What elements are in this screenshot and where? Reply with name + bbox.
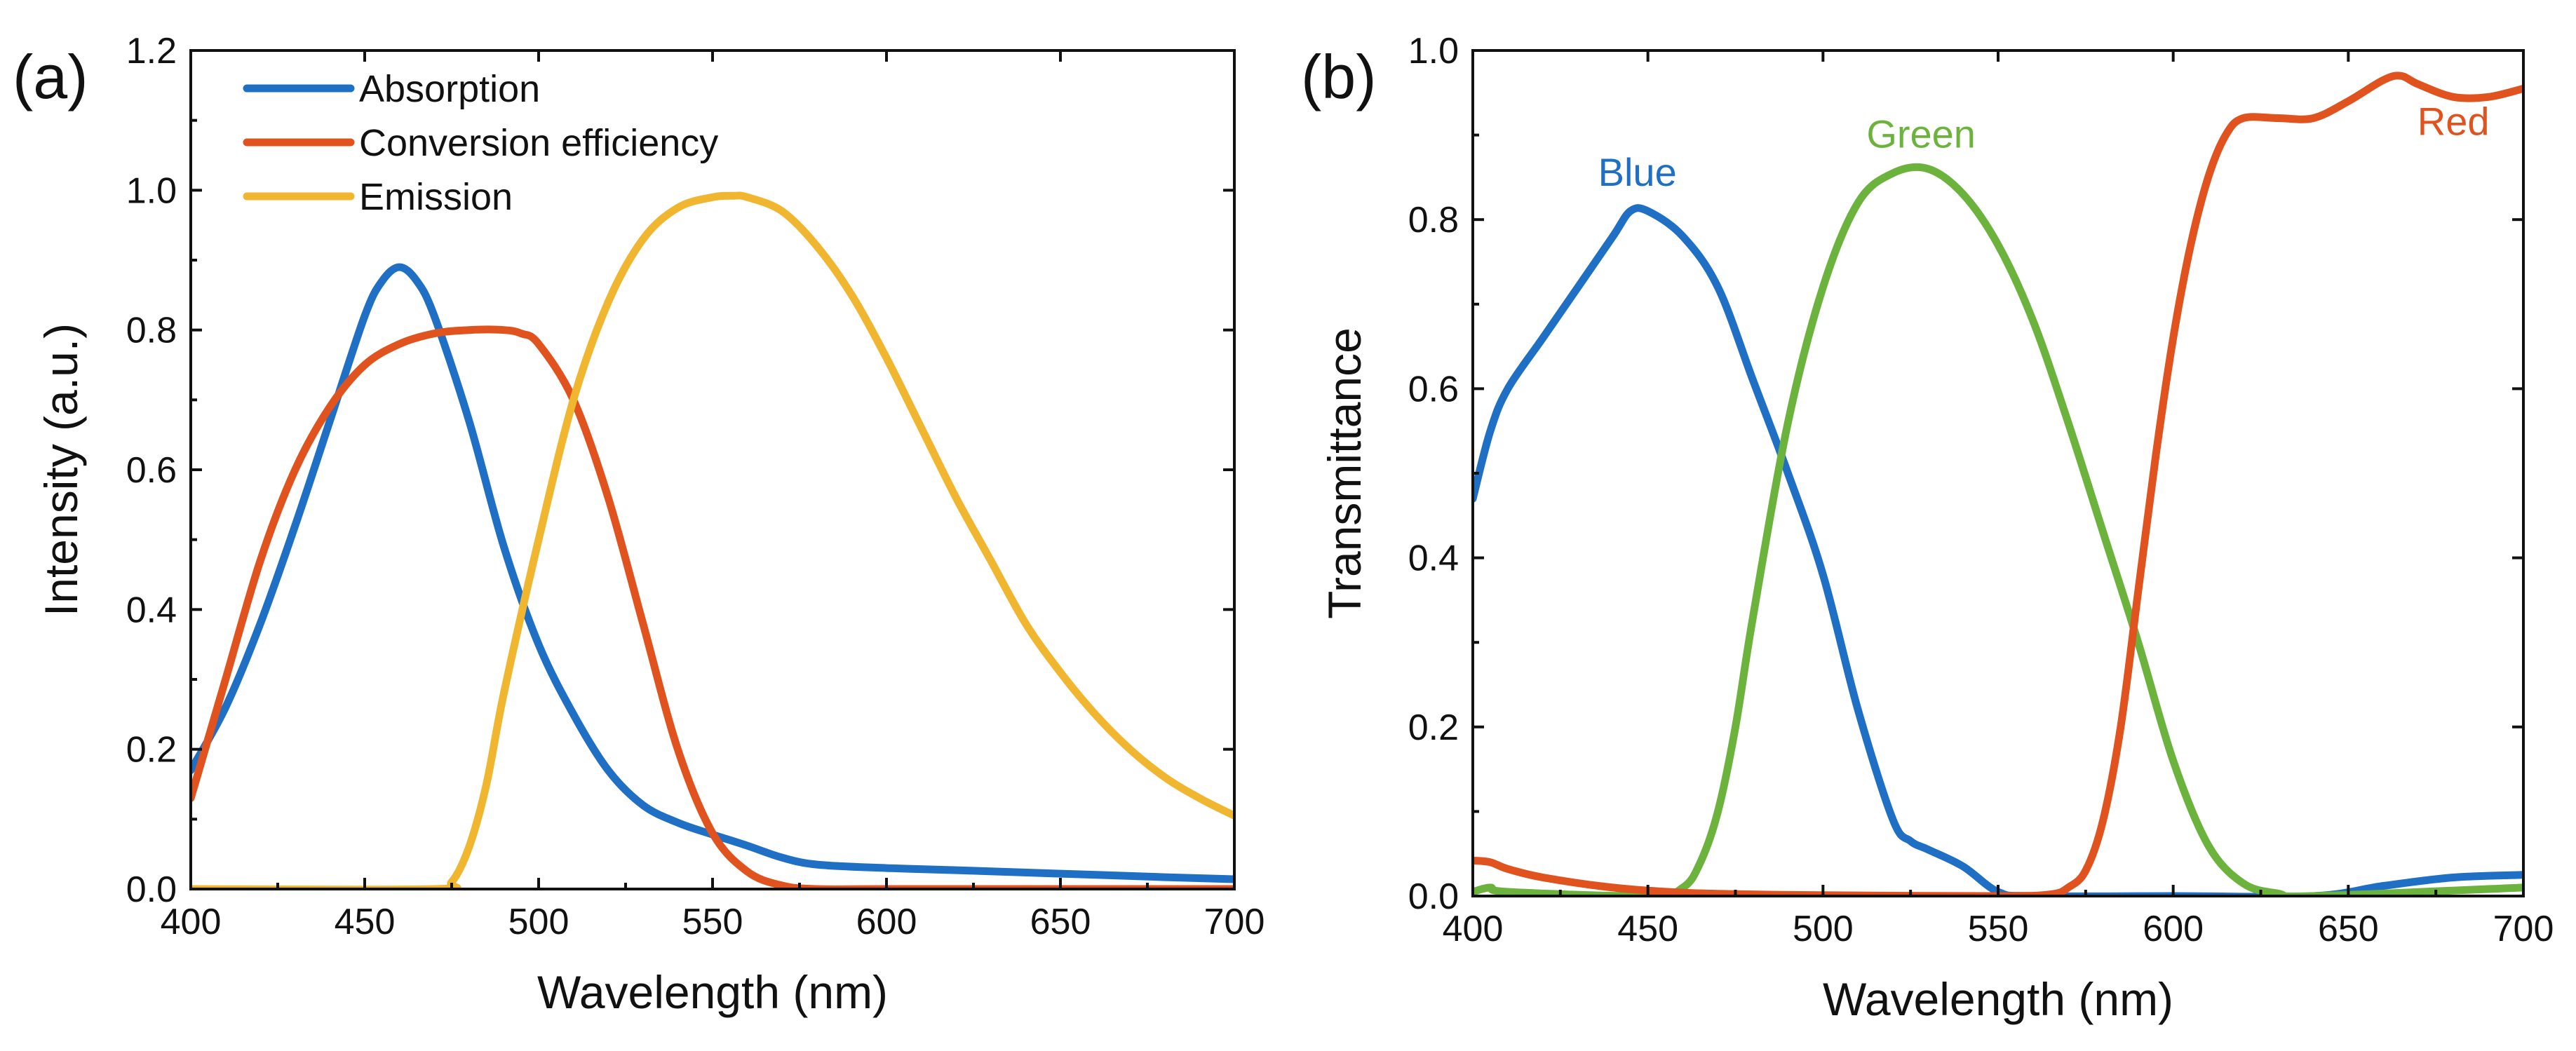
x-tick-label: 650 bbox=[2318, 909, 2379, 949]
x-axis-title: Wavelength (nm) bbox=[537, 966, 888, 1018]
x-tick-label: 450 bbox=[1617, 909, 1678, 949]
y-tick-label: 0.2 bbox=[1408, 707, 1459, 748]
y-tick-label: 0.2 bbox=[126, 730, 177, 771]
y-tick-label: 0.6 bbox=[1408, 369, 1459, 409]
y-tick-label: 0.8 bbox=[1408, 200, 1459, 240]
y-tick-label: 0.6 bbox=[126, 450, 177, 491]
series-line-green bbox=[1473, 163, 2523, 896]
series-line-conversion-efficiency bbox=[191, 325, 1234, 889]
legend-label: Conversion efficiency bbox=[359, 122, 718, 164]
x-tick-label: 650 bbox=[1030, 902, 1091, 942]
series-label-blue: Blue bbox=[1598, 150, 1677, 194]
legend-label: Absorption bbox=[359, 68, 540, 110]
x-tick-label: 550 bbox=[682, 902, 743, 942]
x-tick-label: 600 bbox=[856, 902, 917, 942]
x-tick-label: 400 bbox=[1443, 909, 1504, 949]
y-tick-label: 0.8 bbox=[126, 311, 177, 351]
series-line-absorption bbox=[191, 263, 1234, 883]
x-tick-label: 400 bbox=[161, 902, 222, 942]
x-axis-title: Wavelength (nm) bbox=[1823, 973, 2173, 1025]
series-line-emission bbox=[191, 191, 1234, 889]
y-tick-label: 0.4 bbox=[126, 590, 177, 630]
legend-label: Emission bbox=[359, 176, 513, 218]
x-tick-label: 700 bbox=[1204, 902, 1265, 942]
x-tick-label: 600 bbox=[2143, 909, 2204, 949]
y-tick-label: 0.0 bbox=[126, 869, 177, 910]
y-tick-label: 0.4 bbox=[1408, 538, 1459, 579]
x-tick-label: 500 bbox=[508, 902, 569, 942]
panel-label: (a) bbox=[13, 42, 88, 111]
x-tick-label: 450 bbox=[335, 902, 396, 942]
series-group bbox=[191, 191, 1234, 889]
chart-panel-a: 400 450 500 550 600 650 700 0.0 0.2 0.4 0.6 0.8 1.0 1… bbox=[13, 31, 1265, 1018]
y-tick-label: 1.0 bbox=[1408, 31, 1459, 72]
panel-label: (b) bbox=[1301, 42, 1377, 111]
chart-panel-b: 400 450 500 550 600 650 700 0.0 0.2 0.4 0.6 0.8 1.0 W… bbox=[1301, 31, 2554, 1025]
series-group bbox=[1473, 72, 2523, 896]
series-line-red bbox=[1473, 72, 2523, 896]
x-tick-label: 550 bbox=[1968, 909, 2029, 949]
series-line-blue bbox=[1473, 204, 2523, 896]
y-axis-title: Transmittance bbox=[1319, 327, 1370, 619]
x-tick-label: 500 bbox=[1793, 909, 1854, 949]
plot-frame bbox=[189, 49, 1236, 890]
y-axis-title: Intensity (a.u.) bbox=[35, 323, 87, 616]
x-tick-label: 700 bbox=[2493, 909, 2554, 949]
y-tick-label: 0.0 bbox=[1408, 876, 1459, 917]
y-tick-label: 1.0 bbox=[126, 170, 177, 211]
series-label-red: Red bbox=[2417, 100, 2490, 144]
y-tick-label: 1.2 bbox=[126, 31, 177, 72]
legend: Absorption Conversion efficiency Emission bbox=[243, 68, 718, 218]
series-label-green: Green bbox=[1866, 112, 1976, 156]
